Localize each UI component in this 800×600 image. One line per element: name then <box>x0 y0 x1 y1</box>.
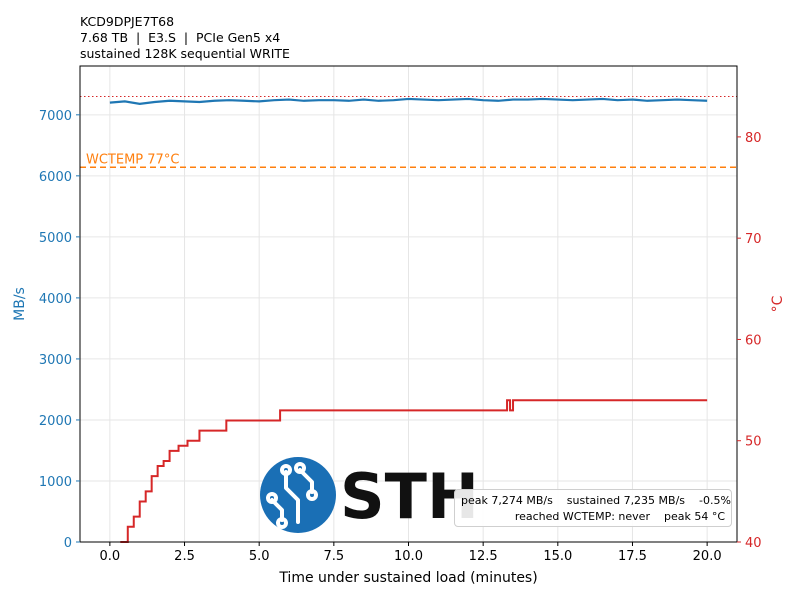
y-tick-label: 4000 <box>39 292 72 307</box>
axes: 0.0 2.5 5.0 7.5 10.0 12.5 15.0 17.5 20.0 0 1000 200… <box>12 65 786 586</box>
x-tick-label: 17.5 <box>618 549 647 564</box>
y-tick-label: 1000 <box>39 475 72 490</box>
x-tick-label: 2.5 <box>174 549 195 564</box>
stats-line-throughput: peak 7,274 MB/s sustained 7,235 MB/s -0.… <box>461 494 731 507</box>
y-tick-label: 0 <box>64 536 72 551</box>
x-tick-label: 10.0 <box>394 549 423 564</box>
y2-axis-title: °C <box>770 295 786 312</box>
wctemp-label: WCTEMP 77°C <box>86 152 179 167</box>
y-axis-title: MB/s <box>12 287 28 321</box>
y-tick-label: 5000 <box>39 231 72 246</box>
logo-circle-icon <box>260 457 336 533</box>
x-tick-label: 20.0 <box>693 549 722 564</box>
chart-header: KCD9DPJE7T68 7.68 TB | E3.S | PCIe Gen5 … <box>80 14 290 62</box>
model-title: KCD9DPJE7T68 <box>80 14 175 29</box>
x-tick-label: 12.5 <box>469 549 498 564</box>
x-axis-title: Time under sustained load (minutes) <box>278 570 537 586</box>
x-tick-label: 0.0 <box>100 549 121 564</box>
drive-spec: 7.68 TB | E3.S | PCIe Gen5 x4 <box>80 30 281 45</box>
stats-line-temperature: reached WCTEMP: never peak 54 °C <box>514 510 725 523</box>
x-tick-label: 15.0 <box>543 549 572 564</box>
throughput-line <box>109 97 708 105</box>
y-tick-label: 6000 <box>39 170 72 185</box>
y2-tick-label: 50 <box>745 435 762 450</box>
y-tick-label: 7000 <box>39 109 72 124</box>
test-description: sustained 128K sequential WRITE <box>80 46 290 61</box>
temperature-line <box>120 399 708 543</box>
y-tick-label: 3000 <box>39 353 72 368</box>
circuit-icon <box>266 462 318 529</box>
x-tick-label: 7.5 <box>323 549 344 564</box>
y2-tick-label: 60 <box>745 333 762 348</box>
y2-tick-label: 40 <box>745 536 762 551</box>
x-tick-label: 5.0 <box>249 549 270 564</box>
stats-legend: peak 7,274 MB/s sustained 7,235 MB/s -0.… <box>454 489 732 527</box>
y2-tick-label: 80 <box>745 131 762 146</box>
series-layer <box>109 97 708 543</box>
y-tick-label: 2000 <box>39 414 72 429</box>
y2-tick-label: 70 <box>745 232 762 247</box>
sth-logo: STH <box>260 457 479 533</box>
